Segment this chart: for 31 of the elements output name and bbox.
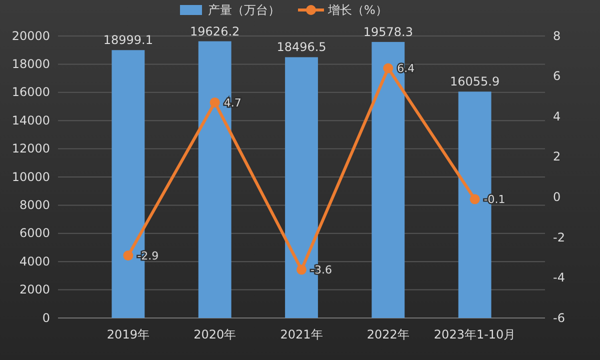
y-tick-label: 8000 — [19, 198, 50, 212]
x-tick-label: 2019年 — [106, 328, 150, 342]
y2-tick-label: -2 — [553, 230, 565, 244]
y-tick-label: 2000 — [19, 282, 50, 297]
x-tick-label: 2022年 — [366, 328, 410, 342]
y-tick-label: 16000 — [12, 85, 50, 100]
x-tick-label: 2020年 — [194, 328, 236, 342]
x-tick-label: 2023年1-10月 — [434, 328, 516, 342]
y-tick-label: 20000 — [12, 28, 50, 43]
y2-tick-label: -4 — [553, 270, 565, 285]
y-tick-label: 18000 — [12, 57, 50, 72]
data-label: 18496.5 — [276, 40, 326, 54]
y2-tick-label: 8 — [553, 28, 561, 43]
y2-tick-label: 4 — [553, 109, 561, 124]
y-tick-label: 4000 — [19, 254, 50, 268]
data-label: 18999.1 — [103, 33, 154, 48]
y2-tick-label: 0 — [553, 190, 561, 204]
y-tick-label: 6000 — [19, 226, 50, 240]
x-tick-label: 2021年 — [280, 328, 323, 342]
y2-tick-label: 2 — [553, 150, 561, 164]
y-tick-label: 12000 — [12, 142, 50, 156]
y-tick-label: 0 — [42, 310, 50, 325]
legend-label: 产量（万台） — [208, 3, 280, 17]
data-label: 19578.3 — [363, 24, 413, 39]
y-tick-label: 14000 — [12, 113, 50, 128]
data-label: 16055.9 — [450, 74, 500, 89]
y2-tick-label: 6 — [553, 69, 561, 84]
y-tick-label: 10000 — [12, 170, 50, 184]
y2-tick-label: -6 — [553, 310, 565, 325]
data-label: 19626.2 — [190, 24, 240, 38]
legend-label: 增长（%） — [327, 3, 388, 17]
